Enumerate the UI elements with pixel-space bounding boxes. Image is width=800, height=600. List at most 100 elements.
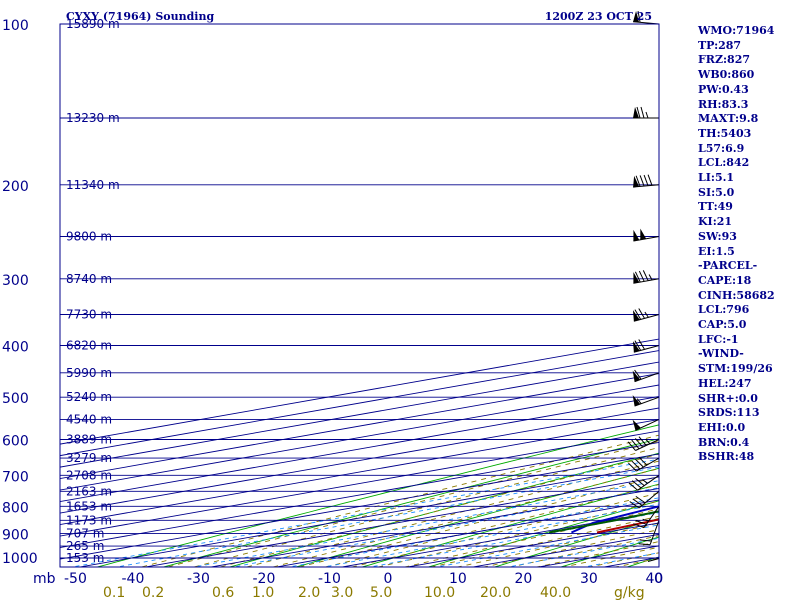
index-line: LFC:-1 bbox=[698, 332, 739, 346]
barb-staff bbox=[635, 439, 660, 451]
index-line: WB0:860 bbox=[698, 68, 755, 82]
barb-feather bbox=[629, 501, 640, 509]
barb-feather bbox=[631, 460, 641, 470]
barb-staff bbox=[635, 418, 660, 431]
mixing-ratio-line bbox=[367, 512, 659, 567]
sounding-time: 1200Z 23 OCT 25 bbox=[545, 10, 652, 23]
index-line: STM:199/26 bbox=[698, 362, 773, 376]
index-line: FRZ:827 bbox=[698, 53, 751, 67]
barb-feather bbox=[634, 369, 642, 380]
index-line: BRN:0.4 bbox=[698, 435, 750, 449]
index-line: PW:0.43 bbox=[698, 82, 749, 96]
barb-feather bbox=[636, 106, 641, 119]
index-line: BSHR:48 bbox=[698, 450, 755, 464]
barb-feather bbox=[634, 340, 642, 351]
mixing-ratio-line bbox=[69, 458, 659, 567]
barb-half-feather bbox=[642, 479, 648, 484]
mixing-ratio-label: 10.0 bbox=[424, 585, 455, 600]
wind-barb bbox=[633, 270, 660, 284]
pressure-label: 200 bbox=[2, 179, 29, 195]
dry-adiabat bbox=[95, 424, 659, 567]
barb-feather bbox=[628, 482, 639, 491]
height-label: 2163 m bbox=[66, 484, 112, 498]
barb-feather bbox=[635, 495, 646, 504]
dry-adiabat bbox=[360, 483, 659, 567]
height-label: 1173 m bbox=[66, 513, 112, 527]
index-line: CINH:58682 bbox=[698, 288, 775, 302]
dry-adiabats bbox=[95, 424, 659, 567]
index-line: L57:6.9 bbox=[698, 141, 745, 155]
pressure-label: 800 bbox=[2, 500, 29, 516]
temperature-label: -40 bbox=[122, 571, 145, 587]
height-label: 153 m bbox=[66, 551, 104, 565]
barb-half-feather bbox=[642, 518, 649, 522]
temperature-label: -30 bbox=[187, 571, 210, 587]
isotherm bbox=[143, 476, 659, 567]
isotherms bbox=[60, 338, 659, 567]
barb-feather bbox=[638, 339, 645, 350]
moist-adiabat bbox=[139, 434, 659, 567]
barb-feather bbox=[633, 523, 645, 529]
index-line: TP:287 bbox=[698, 38, 742, 52]
height-label: 5990 m bbox=[66, 366, 112, 380]
mixing-ratio-label: 5.0 bbox=[370, 585, 392, 600]
barb-feather bbox=[637, 11, 641, 23]
dry-adiabat bbox=[294, 467, 659, 567]
parcel-trace bbox=[570, 505, 659, 534]
barb-staff bbox=[643, 506, 660, 528]
barb-feather bbox=[638, 543, 651, 546]
wind-barb bbox=[628, 474, 660, 491]
barb-staff bbox=[637, 474, 660, 491]
barb-pennant bbox=[633, 175, 640, 188]
barb-pennant bbox=[632, 370, 641, 382]
mixing-ratio-lines bbox=[69, 458, 659, 567]
barb-feather bbox=[631, 480, 642, 489]
wind-barb bbox=[633, 106, 659, 119]
index-line: CAP:5.0 bbox=[698, 318, 747, 332]
wind-barb bbox=[627, 436, 660, 451]
index-line: HEL:247 bbox=[698, 376, 752, 390]
isotherm bbox=[60, 430, 659, 537]
wind-barb bbox=[632, 418, 660, 431]
isotherm bbox=[60, 396, 659, 503]
mixing-ratio-line bbox=[286, 497, 659, 567]
mixing-ratio-label: 2.0 bbox=[298, 585, 320, 600]
height-label: 11340 m bbox=[66, 178, 120, 192]
index-line: MAXT:9.8 bbox=[698, 112, 759, 126]
height-label: 8740 m bbox=[66, 272, 112, 286]
pressure-label: 600 bbox=[2, 434, 29, 450]
pressure-label: 300 bbox=[2, 273, 29, 289]
barb-pennant bbox=[632, 310, 640, 322]
mixing-ratio-line bbox=[114, 466, 659, 567]
wind-barb bbox=[633, 228, 660, 242]
pressure-label: 500 bbox=[2, 391, 29, 407]
barb-pennant bbox=[633, 272, 640, 284]
index-line: LI:5.1 bbox=[698, 171, 735, 185]
mixing-ratio-label: 3.0 bbox=[331, 585, 353, 600]
barb-staff bbox=[636, 457, 660, 472]
wind-barb bbox=[633, 174, 660, 188]
isotherm bbox=[60, 453, 659, 560]
barb-pennant bbox=[640, 228, 647, 240]
barb-feather bbox=[634, 271, 641, 283]
pressure-label: 1000 bbox=[2, 551, 38, 567]
pressure-label: 100 bbox=[2, 18, 29, 34]
pressure-unit: mb bbox=[33, 571, 56, 587]
height-label: 3889 m bbox=[66, 433, 112, 447]
barb-feather bbox=[642, 270, 649, 281]
index-line: SW:93 bbox=[698, 229, 737, 243]
barb-feather bbox=[647, 174, 653, 186]
barb-feather bbox=[635, 175, 641, 187]
isotherm bbox=[60, 407, 659, 514]
wind-barb bbox=[628, 456, 660, 472]
barb-feather bbox=[638, 456, 648, 466]
index-line: TT:49 bbox=[698, 200, 733, 214]
barb-feather bbox=[640, 106, 645, 119]
index-line: -PARCEL- bbox=[698, 259, 758, 273]
height-label: 6820 m bbox=[66, 339, 112, 353]
mixing-ratio-label: 0.6 bbox=[212, 585, 234, 600]
mixing-ratio-line bbox=[191, 480, 659, 567]
index-line: EHI:0.0 bbox=[698, 420, 746, 434]
barb-feather bbox=[634, 438, 644, 448]
index-line: EI:1.5 bbox=[698, 244, 735, 258]
